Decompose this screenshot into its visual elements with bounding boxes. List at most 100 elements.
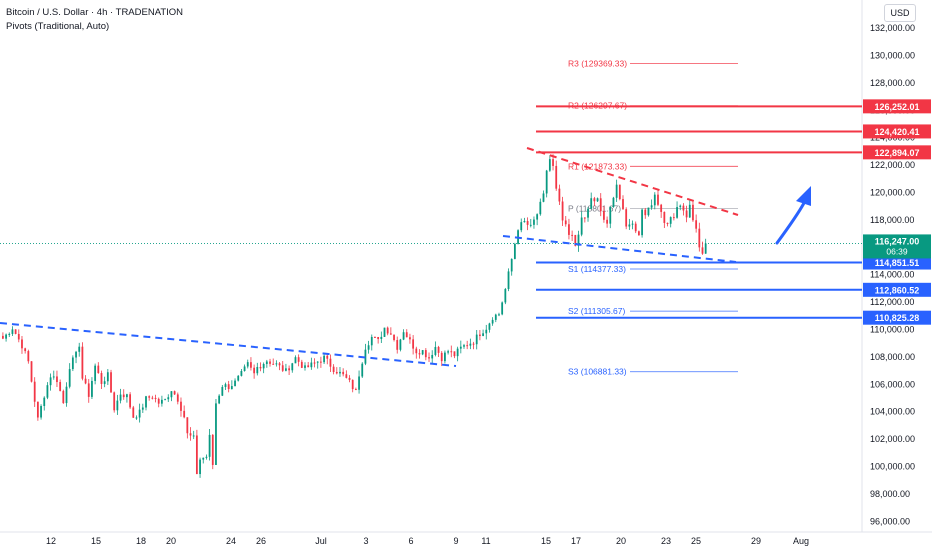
- candle-body: [475, 334, 478, 345]
- candle-body: [669, 217, 672, 224]
- horizontal-levels[interactable]: [536, 105, 862, 319]
- candles: [2, 154, 707, 478]
- candle-body: [539, 201, 542, 215]
- candle-body: [71, 357, 74, 370]
- price-tick-label: 96,000.00: [870, 516, 910, 526]
- candle-body: [526, 221, 529, 225]
- candle-body: [685, 210, 688, 218]
- candle-body: [440, 352, 443, 362]
- candle-body: [342, 371, 345, 375]
- resistance-price-label: 122,894.07: [874, 148, 919, 158]
- candle-body: [227, 384, 230, 390]
- candle-body: [641, 209, 643, 236]
- candle-body: [491, 319, 494, 324]
- candle-body: [358, 376, 360, 390]
- resistance-price-label: 126,252.01: [874, 102, 919, 112]
- candle-body: [628, 224, 631, 227]
- candle-body: [660, 204, 663, 212]
- candle-body: [663, 211, 666, 223]
- candle-body: [603, 211, 605, 220]
- candle-body: [529, 224, 532, 226]
- candle-body: [431, 354, 434, 359]
- candle-body: [574, 234, 577, 246]
- candle-body: [482, 333, 484, 336]
- candle-body: [459, 346, 462, 349]
- candle-body: [638, 231, 640, 236]
- candle-body: [132, 407, 135, 418]
- candle-body: [494, 314, 497, 320]
- time-tick-label: 20: [616, 536, 626, 546]
- resistance-price-tag: [863, 124, 931, 139]
- candle-body: [215, 403, 217, 465]
- candle-body: [119, 394, 122, 401]
- candle-body: [40, 406, 42, 418]
- time-axis[interactable]: 12 15 18 20 24 26 Jul 3 6 9 11 15 17 20 23 25 29 Aug: [46, 536, 809, 546]
- indicator-title[interactable]: Pivots (Traditional, Auto): [6, 21, 110, 32]
- candle-body: [676, 207, 678, 218]
- candle-body: [68, 369, 71, 387]
- candle-body: [434, 346, 437, 355]
- candle-body: [49, 377, 52, 386]
- candle-body: [421, 350, 424, 355]
- candle-body: [523, 221, 526, 223]
- candle-body: [8, 333, 11, 335]
- symbol-title[interactable]: Bitcoin / U.S. Dollar · 4h · TRADENATION: [6, 7, 184, 18]
- candle-body: [138, 409, 141, 418]
- price-axis[interactable]: 96,000.00 98,000.00 100,000.00 102,000.00 10…: [870, 23, 915, 526]
- candle-body: [189, 433, 192, 436]
- candle-body: [202, 457, 205, 460]
- candle-body: [622, 199, 624, 210]
- time-tick-label: 15: [91, 536, 101, 546]
- candle-body: [606, 219, 608, 224]
- candle-body: [354, 389, 357, 391]
- candle-body: [666, 222, 669, 224]
- chart-legend: Bitcoin / U.S. Dollar · 4h · TRADENATION…: [6, 6, 183, 34]
- candle-body: [583, 217, 586, 219]
- time-tick-label: 12: [46, 536, 56, 546]
- candle-body: [351, 379, 354, 390]
- candle-body: [27, 351, 30, 362]
- candle-body: [281, 365, 284, 371]
- candle-body: [380, 336, 383, 339]
- candle-body: [609, 206, 612, 224]
- candle-body: [278, 363, 281, 366]
- candle-body: [294, 357, 297, 364]
- candle-body: [657, 194, 659, 205]
- candle-body: [447, 351, 449, 353]
- candle-body: [11, 329, 14, 334]
- price-tick-label: 114,000.00: [870, 270, 914, 280]
- candle-body: [269, 361, 271, 364]
- candle-body: [548, 159, 551, 171]
- time-tick-label: 25: [691, 536, 701, 546]
- trendlines[interactable]: [0, 147, 739, 367]
- last-price-label: 116,247.00: [875, 236, 920, 246]
- candle-body: [126, 394, 128, 398]
- projection-arrow[interactable]: [775, 186, 811, 245]
- candle-body: [444, 352, 446, 362]
- candle-body: [501, 302, 504, 315]
- candle-body: [33, 381, 36, 402]
- time-tick-label: 15: [541, 536, 551, 546]
- currency-button[interactable]: USD: [884, 4, 916, 22]
- candle-body: [110, 372, 112, 393]
- candle-body: [577, 234, 580, 246]
- candle-body: [243, 366, 246, 372]
- candle-body: [564, 220, 567, 225]
- candle-body: [46, 385, 49, 398]
- pivot-label-r1: R1 (121873.33): [568, 161, 627, 171]
- time-tick-label: 29: [751, 536, 761, 546]
- candle-body: [418, 353, 421, 355]
- candle-body: [412, 339, 415, 349]
- candle-body: [424, 350, 427, 358]
- descending-resistance-line: [526, 147, 739, 216]
- candle-body: [275, 363, 278, 365]
- candle-body: [230, 386, 233, 390]
- candle-body: [367, 345, 370, 350]
- candle-body: [348, 377, 351, 380]
- candle-body: [246, 362, 249, 367]
- candle-body: [81, 346, 84, 379]
- candle-body: [135, 417, 138, 419]
- candle-body: [56, 376, 58, 383]
